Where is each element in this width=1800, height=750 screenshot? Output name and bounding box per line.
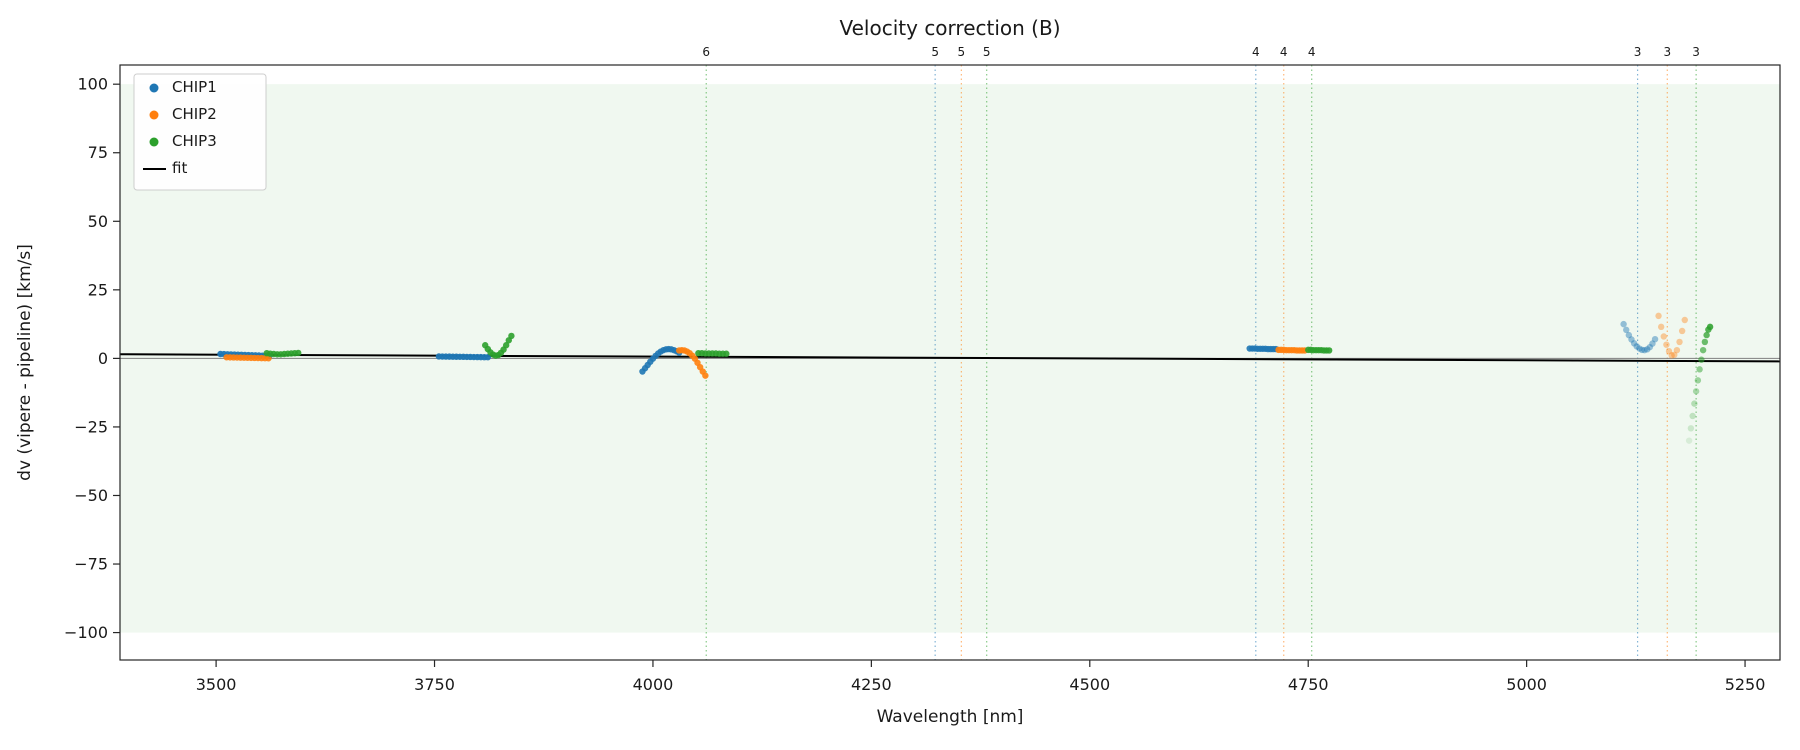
- data-point: [1325, 347, 1333, 354]
- data-point: [508, 332, 515, 340]
- data-point: [1646, 343, 1654, 351]
- vline-order-label: 3: [1663, 45, 1671, 59]
- data-point: [1691, 400, 1698, 407]
- legend-label-CHIP2: CHIP2: [172, 105, 217, 123]
- legend-label-CHIP3: CHIP3: [172, 132, 217, 150]
- y-tick-label: 0: [98, 349, 108, 368]
- x-tick-label: 4000: [633, 675, 674, 694]
- series-CHIP1-cluster-4: [1246, 345, 1280, 353]
- legend: CHIP1 CHIP2 CHIP3 fit: [133, 73, 267, 191]
- series-CHIP2-cluster-1: [223, 354, 272, 362]
- data-point: [1687, 425, 1695, 432]
- data-point: [1678, 327, 1686, 335]
- y-tick-label: 50: [88, 212, 108, 231]
- x-tick-label: 3750: [414, 675, 455, 694]
- data-point: [1703, 331, 1710, 339]
- data-point: [1692, 388, 1700, 395]
- series-CHIP3-cluster-4: [1305, 346, 1333, 354]
- data-point: [1673, 346, 1681, 354]
- data-point: [1676, 338, 1683, 346]
- series-CHIP3-cluster-2: [482, 332, 515, 359]
- fit-line: [119, 353, 1781, 363]
- series-CHIP2-cluster-3: [1275, 346, 1308, 354]
- vline-order-label: 4: [1280, 45, 1288, 59]
- series-CHIP2-cluster-2: [675, 346, 709, 379]
- data-point: [723, 350, 730, 357]
- data-point: [502, 342, 510, 349]
- data-point: [1696, 366, 1703, 373]
- vline-order-label: 5: [931, 45, 939, 59]
- data-point: [1685, 437, 1693, 444]
- vline-order-label: 5: [983, 45, 991, 59]
- data-point: [702, 372, 709, 379]
- series-CHIP2-cluster-4: [1655, 312, 1688, 359]
- x-tick-label: 4250: [851, 675, 892, 694]
- series-CHIP3-cluster-1: [263, 349, 302, 358]
- data-point: [1651, 335, 1659, 343]
- x-tick-label: 4750: [1288, 675, 1329, 694]
- legend-label-fit: fit: [172, 159, 187, 177]
- y-tick-label: −50: [74, 486, 108, 505]
- data-point: [1655, 312, 1662, 320]
- data-point: [1701, 338, 1709, 346]
- y-tick-label: 75: [88, 143, 108, 162]
- vline-order-label: 4: [1308, 45, 1316, 59]
- vline-order-label: 6: [702, 45, 710, 59]
- data-point: [1636, 345, 1643, 352]
- data-point: [1665, 348, 1673, 355]
- data-point: [1663, 341, 1670, 348]
- data-point: [1644, 346, 1651, 353]
- data-point: [1623, 326, 1630, 334]
- series-CHIP3-cluster-5: [1685, 323, 1714, 444]
- data-point: [1638, 346, 1646, 354]
- y-tick-label: 25: [88, 280, 108, 299]
- y-tick-label: −25: [74, 417, 108, 436]
- data-point: [1641, 346, 1648, 354]
- data-point: [1649, 340, 1656, 347]
- data-point: [295, 349, 302, 357]
- data-point: [1689, 412, 1696, 420]
- x-tick-label: 5000: [1506, 675, 1547, 694]
- legend-marker-CHIP2: [149, 110, 159, 120]
- plot-frame: [119, 64, 1781, 661]
- data-point: [1671, 351, 1678, 359]
- data-point: [1699, 346, 1707, 354]
- y-tick-label: 100: [77, 75, 108, 94]
- series-CHIP1-cluster-5: [1620, 320, 1659, 354]
- data-point: [1694, 377, 1702, 384]
- vline-order-label: 3: [1692, 45, 1700, 59]
- data-point: [1660, 333, 1668, 340]
- data-point: [1633, 343, 1640, 350]
- data-point: [1668, 352, 1675, 359]
- legend-marker-CHIP3: [149, 137, 159, 147]
- y-axis-label: dv (vipere - pipeline) [km/s]: [15, 244, 35, 481]
- data-point: [1630, 340, 1638, 347]
- data-point: [1681, 316, 1688, 324]
- series-CHIP3-cluster-3: [695, 349, 730, 357]
- data-point: [1698, 356, 1705, 363]
- x-tick-label: 5250: [1725, 675, 1766, 694]
- data-point: [1706, 323, 1714, 331]
- x-tick-label: 4500: [1069, 675, 1110, 694]
- data-point: [1625, 331, 1633, 339]
- x-axis-label: Wavelength [nm]: [877, 707, 1024, 727]
- x-tick-label: 3500: [196, 675, 237, 694]
- chart-title: Velocity correction (B): [840, 16, 1061, 40]
- legend-marker-CHIP1: [149, 83, 159, 93]
- vline-order-label: 4: [1252, 45, 1260, 59]
- data-point: [484, 354, 492, 361]
- data-point: [1628, 336, 1635, 343]
- series-CHIP1-cluster-2: [435, 353, 492, 361]
- y-tick-label: −75: [74, 555, 108, 574]
- vline-order-label: 5: [958, 45, 966, 59]
- data-point: [1620, 320, 1627, 328]
- vline-order-label: 3: [1634, 45, 1642, 59]
- legend-box: [133, 73, 267, 191]
- y-tick-label: −100: [64, 623, 108, 642]
- legend-label-CHIP1: CHIP1: [172, 78, 217, 96]
- data-point: [1657, 323, 1665, 331]
